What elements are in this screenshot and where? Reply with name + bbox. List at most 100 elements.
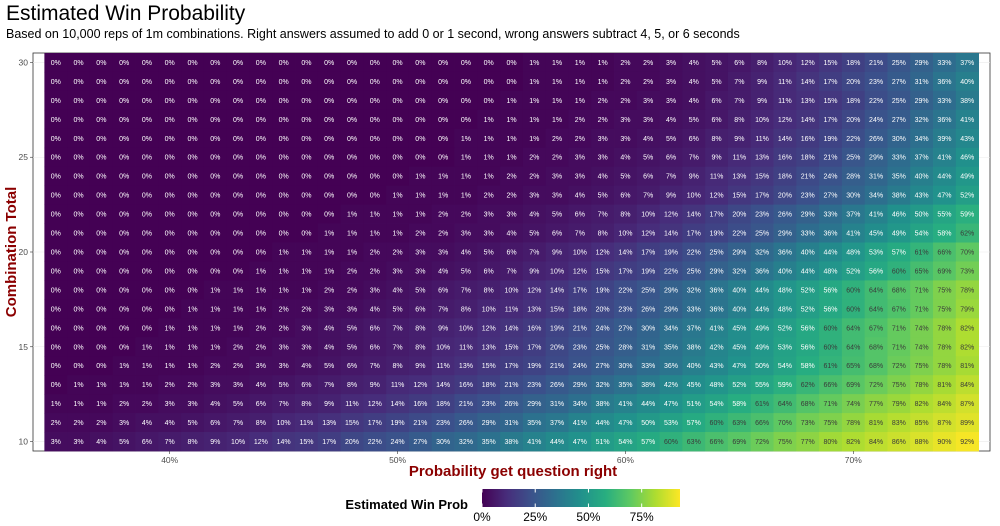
cell-value-label: 1% bbox=[301, 268, 311, 275]
heatmap-cell bbox=[67, 128, 91, 149]
cell-value-label: 84% bbox=[869, 439, 883, 446]
heatmap-cell bbox=[363, 71, 387, 92]
cell-value-label: 1% bbox=[210, 325, 220, 332]
heatmap-cell bbox=[659, 71, 683, 92]
cell-value-label: 1% bbox=[461, 174, 471, 181]
heatmap-cell bbox=[636, 299, 661, 319]
heatmap-cell bbox=[796, 147, 820, 168]
heatmap-cell bbox=[750, 166, 774, 187]
heatmap-cell bbox=[910, 147, 934, 168]
heatmap-cell bbox=[181, 53, 205, 73]
heatmap-cell bbox=[864, 242, 888, 262]
heatmap-cell bbox=[841, 223, 866, 243]
cell-value-label: 1% bbox=[187, 325, 197, 332]
heatmap-cell bbox=[522, 318, 547, 338]
heatmap-cell bbox=[386, 299, 410, 319]
cell-value-label: 21% bbox=[504, 382, 518, 389]
heatmap-cell bbox=[112, 261, 136, 281]
cell-value-label: 20% bbox=[846, 79, 860, 86]
heatmap-cell bbox=[750, 356, 774, 376]
heatmap-cell bbox=[431, 109, 455, 130]
heatmap-cell bbox=[591, 223, 615, 243]
heatmap-cell bbox=[181, 90, 205, 111]
cell-value-label: 3% bbox=[438, 250, 448, 257]
heatmap-cell bbox=[386, 261, 410, 281]
cell-value-label: 2% bbox=[256, 325, 266, 332]
cell-value-label: 15% bbox=[823, 60, 837, 67]
cell-value-label: 0% bbox=[142, 268, 152, 275]
cell-value-label: 48% bbox=[846, 250, 860, 257]
heatmap-cell bbox=[591, 53, 615, 73]
cell-value-label: 68% bbox=[801, 401, 815, 408]
heatmap-cell bbox=[340, 242, 364, 262]
cell-value-label: 41% bbox=[846, 231, 860, 238]
cell-value-label: 0% bbox=[301, 136, 311, 143]
chart-subtitle: Based on 10,000 reps of 1m combinations.… bbox=[6, 27, 740, 41]
cell-value-label: 5% bbox=[712, 79, 722, 86]
cell-value-label: 0% bbox=[233, 174, 243, 181]
cell-value-label: 6% bbox=[666, 155, 676, 162]
heatmap-cell bbox=[226, 185, 250, 206]
cell-value-label: 33% bbox=[641, 363, 655, 370]
heatmap-cell bbox=[796, 128, 820, 149]
heatmap-cell bbox=[955, 90, 980, 111]
cell-value-label: 77% bbox=[869, 401, 883, 408]
cell-value-label: 1% bbox=[142, 363, 152, 370]
cell-value-label: 7% bbox=[689, 155, 699, 162]
heatmap-cell bbox=[910, 71, 934, 92]
heatmap-cell bbox=[158, 337, 182, 357]
heatmap-cell bbox=[864, 166, 888, 187]
heatmap-cell bbox=[727, 185, 752, 206]
cell-value-label: 23% bbox=[618, 306, 632, 313]
heatmap-cell bbox=[249, 128, 273, 149]
heatmap-cell bbox=[272, 413, 296, 433]
heatmap-cell bbox=[750, 204, 774, 224]
cell-value-label: 8% bbox=[734, 117, 744, 124]
heatmap-cell bbox=[659, 128, 683, 149]
heatmap-cell bbox=[454, 337, 478, 357]
cell-value-label: 0% bbox=[142, 193, 152, 200]
heatmap-cell bbox=[773, 223, 797, 243]
cell-value-label: 0% bbox=[279, 155, 289, 162]
heatmap-cell bbox=[317, 53, 342, 73]
heatmap-cell bbox=[454, 261, 478, 281]
heatmap-cell bbox=[705, 166, 729, 187]
cell-value-label: 3% bbox=[370, 287, 380, 294]
heatmap-cell bbox=[89, 413, 114, 433]
heatmap-cell bbox=[340, 71, 364, 92]
heatmap-cell bbox=[408, 394, 433, 414]
heatmap-cell bbox=[295, 128, 319, 149]
heatmap-cell bbox=[819, 432, 843, 452]
cell-value-label: 6% bbox=[643, 174, 653, 181]
cell-value-label: 6% bbox=[484, 268, 494, 275]
cell-value-label: 4% bbox=[575, 193, 585, 200]
cell-value-label: 21% bbox=[413, 420, 427, 427]
heatmap-cell bbox=[89, 53, 114, 73]
cell-value-label: 11% bbox=[391, 382, 405, 389]
heatmap-cell bbox=[955, 280, 980, 300]
cell-value-label: 87% bbox=[960, 401, 974, 408]
cell-value-label: 78% bbox=[960, 287, 974, 294]
heatmap-cell bbox=[477, 299, 501, 319]
heatmap-cell bbox=[682, 337, 706, 357]
heatmap-cell bbox=[363, 53, 387, 73]
cell-value-label: 0% bbox=[51, 306, 61, 313]
cell-value-label: 46% bbox=[960, 155, 974, 162]
heatmap-cell bbox=[386, 375, 410, 395]
heatmap-cell bbox=[431, 318, 455, 338]
cell-value-label: 56% bbox=[823, 287, 837, 294]
heatmap-cell bbox=[272, 147, 296, 168]
heatmap-cell bbox=[317, 413, 342, 433]
heatmap-cell bbox=[272, 356, 296, 376]
cell-value-label: 1% bbox=[165, 344, 175, 351]
cell-value-label: 18% bbox=[846, 60, 860, 67]
heatmap-cell bbox=[317, 299, 342, 319]
heatmap-cell bbox=[203, 128, 228, 149]
heatmap-cell bbox=[295, 223, 319, 243]
cell-value-label: 0% bbox=[279, 212, 289, 219]
cell-value-label: 12% bbox=[413, 382, 427, 389]
cell-value-label: 1% bbox=[484, 136, 494, 143]
heatmap-cell bbox=[910, 394, 934, 414]
cell-value-label: 2% bbox=[506, 193, 516, 200]
cell-value-label: 1% bbox=[438, 174, 448, 181]
